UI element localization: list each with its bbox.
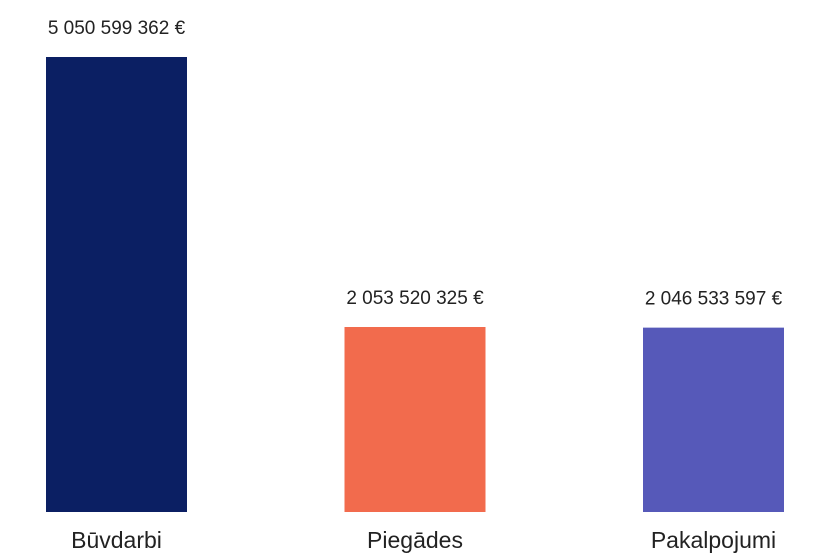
category-label: Piegādes (367, 527, 463, 553)
value-label: 2 053 520 325 € (346, 288, 484, 309)
bar (46, 57, 187, 512)
category-label: Pakalpojumi (651, 527, 776, 553)
bar (643, 327, 784, 512)
bar (344, 327, 486, 512)
category-label: Būvdarbi (71, 527, 162, 553)
value-label: 5 050 599 362 € (48, 18, 186, 39)
value-label: 2 046 533 597 € (645, 289, 783, 310)
